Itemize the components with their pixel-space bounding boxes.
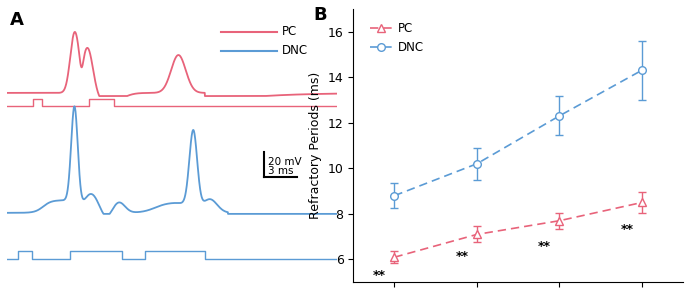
Text: **: **	[620, 223, 633, 236]
Text: PC: PC	[282, 25, 297, 38]
Text: A: A	[10, 11, 24, 29]
Text: **: **	[373, 269, 386, 282]
Text: 3 ms: 3 ms	[268, 166, 294, 176]
Text: DNC: DNC	[282, 44, 308, 57]
Text: **: **	[538, 240, 551, 253]
Y-axis label: Refractory Periods (ms): Refractory Periods (ms)	[309, 72, 322, 219]
Legend: PC, DNC: PC, DNC	[366, 17, 428, 59]
Text: **: **	[455, 250, 469, 262]
Text: B: B	[314, 6, 327, 24]
Text: 20 mV: 20 mV	[268, 157, 302, 167]
